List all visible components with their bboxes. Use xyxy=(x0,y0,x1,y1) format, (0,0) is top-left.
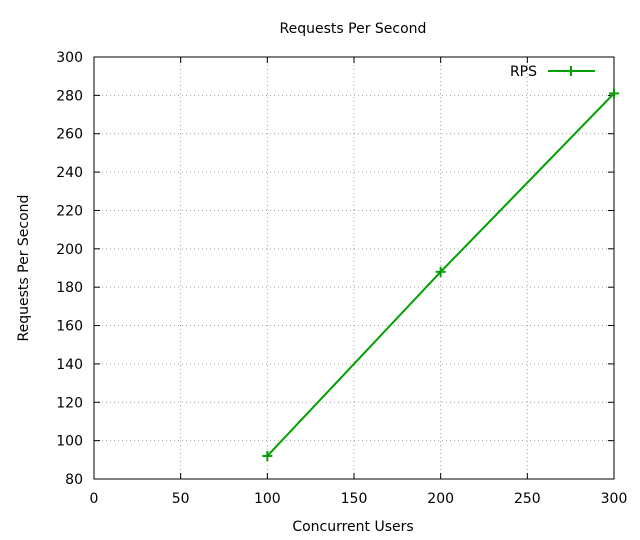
y-tick-label: 140 xyxy=(56,357,83,373)
x-tick-label: 150 xyxy=(341,491,368,507)
data-point xyxy=(435,266,446,277)
data-point xyxy=(262,450,273,461)
y-tick-label: 240 xyxy=(56,165,83,181)
grid xyxy=(94,57,614,479)
y-tick-label: 220 xyxy=(56,203,83,219)
x-tick-label: 0 xyxy=(90,491,99,507)
y-tick-label: 180 xyxy=(56,280,83,296)
y-tick-label: 200 xyxy=(56,242,83,258)
y-tick-label: 300 xyxy=(56,50,83,66)
x-tick-label: 50 xyxy=(172,491,190,507)
data-point xyxy=(609,88,619,99)
y-tick-label: 120 xyxy=(56,395,83,411)
y-axis: 80 100 120 140 160 180 200 220 240 260 280 300 xyxy=(56,50,614,488)
x-axis: 0 50 100 150 200 250 300 xyxy=(90,57,628,507)
x-axis-label: Concurrent Users xyxy=(292,519,413,535)
x-tick-label: 200 xyxy=(427,491,454,507)
y-axis-label: Requests Per Second xyxy=(16,195,32,342)
plot-frame xyxy=(93,56,615,480)
y-tick-label: 280 xyxy=(56,88,83,104)
y-tick-label: 100 xyxy=(56,434,83,450)
y-tick-label: 260 xyxy=(56,127,83,143)
chart-title: Requests Per Second xyxy=(280,21,427,37)
legend: RPS xyxy=(510,64,595,80)
x-tick-label: 300 xyxy=(601,491,628,507)
legend-label: RPS xyxy=(510,64,537,80)
x-tick-label: 100 xyxy=(254,491,281,507)
x-tick-label: 250 xyxy=(514,491,541,507)
y-tick-label: 160 xyxy=(56,319,83,335)
y-tick-label: 80 xyxy=(65,472,83,488)
series xyxy=(262,88,619,461)
